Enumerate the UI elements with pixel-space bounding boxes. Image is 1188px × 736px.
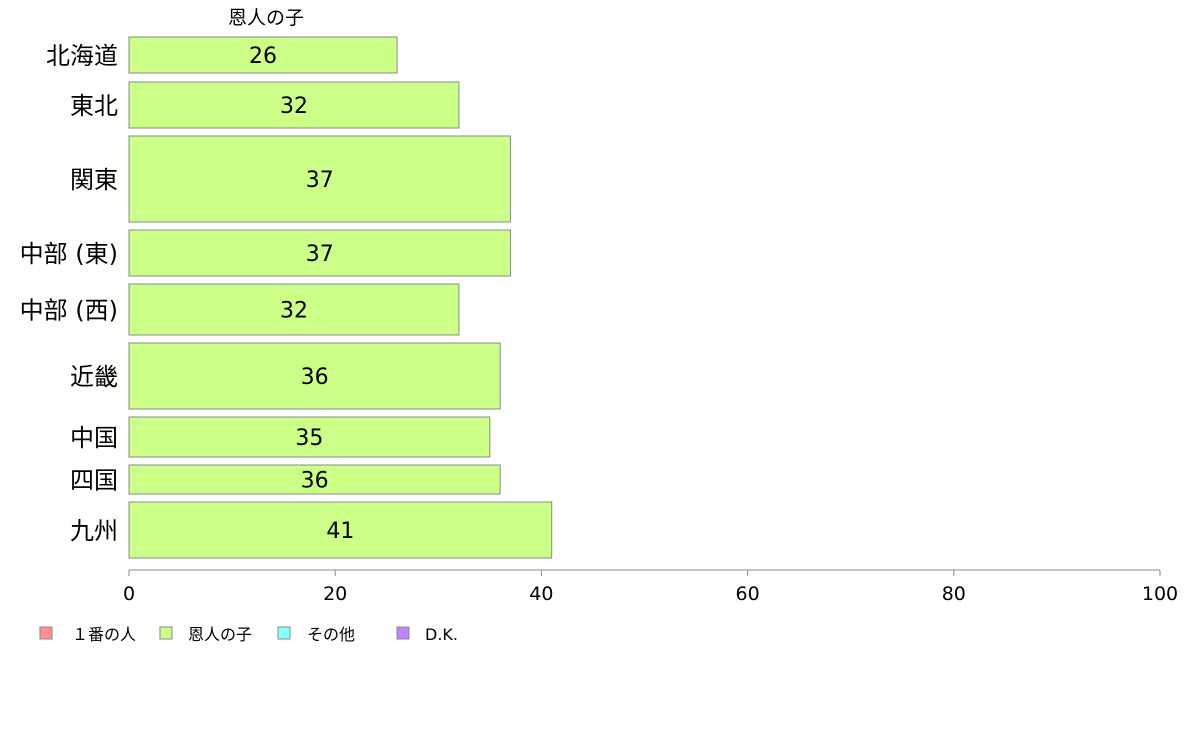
bar-value-label: 41	[326, 519, 354, 544]
bar-value-label: 37	[306, 168, 334, 193]
bar-group: 37 中部 (東)	[20, 229, 511, 277]
legend-label: 恩人の子	[188, 625, 252, 644]
category-label: 四国	[70, 467, 118, 495]
bar-value-label: 32	[280, 299, 308, 324]
bar-group: 41 九州	[70, 501, 553, 559]
x-tick-label: 0	[123, 583, 135, 605]
bar	[128, 229, 511, 277]
legend-swatch	[277, 626, 291, 640]
category-label: 中部 (東)	[20, 240, 118, 268]
bar	[128, 36, 398, 74]
bar	[128, 416, 491, 458]
x-tick-label: 100	[1142, 583, 1178, 605]
legend-swatch	[39, 626, 53, 640]
x-tick-label: 20	[323, 583, 347, 605]
category-label: 中国	[70, 424, 118, 452]
bar	[128, 135, 511, 223]
bar-value-label: 32	[280, 94, 308, 119]
legend-label: D.K.	[425, 625, 458, 644]
bar-value-label: 35	[295, 426, 323, 451]
legend-swatch	[159, 626, 173, 640]
category-label: 東北	[70, 92, 118, 120]
bar	[128, 283, 460, 336]
legend-item: その他	[277, 625, 355, 644]
category-label: 近畿	[70, 363, 118, 391]
bar-group: 36 四国	[70, 464, 501, 495]
bar-value-label: 36	[301, 469, 329, 494]
legend-item: D.K.	[396, 625, 458, 644]
legend-item: １番の人	[39, 625, 136, 644]
series-title: 恩人の子	[228, 7, 304, 29]
bar-group: 26 北海道	[46, 36, 398, 74]
bar	[128, 501, 553, 559]
category-label: 中部 (西)	[20, 297, 118, 325]
legend: １番の人 恩人の子 その他 D.K.	[39, 625, 458, 644]
bar-value-label: 26	[249, 44, 277, 69]
legend-swatch	[396, 626, 410, 640]
x-tick-label: 40	[529, 583, 553, 605]
legend-item: 恩人の子	[159, 625, 252, 644]
bar-value-label: 36	[301, 365, 329, 390]
legend-label: その他	[307, 625, 355, 644]
bar-group: 32 中部 (西)	[20, 283, 460, 336]
bar	[128, 464, 501, 495]
bar-group: 36 近畿	[70, 342, 501, 410]
bar-group: 37 関東	[70, 135, 511, 223]
bar	[128, 81, 460, 129]
bar-value-label: 37	[306, 242, 334, 267]
category-label: 北海道	[46, 42, 118, 70]
x-tick-label: 60	[736, 583, 760, 605]
category-label: 九州	[70, 517, 118, 545]
bar-group: 35 中国	[70, 416, 491, 458]
bars-layer: 26 北海道 32 東北 37 関東 37 中部 (東) 32 中部 (西) 36 近畿 35 中国 36 四…	[20, 36, 553, 559]
category-label: 関東	[70, 166, 118, 194]
bar-group: 32 東北	[70, 81, 460, 129]
x-tick-label: 80	[942, 583, 966, 605]
legend-label: １番の人	[72, 625, 136, 644]
bar	[128, 342, 501, 410]
x-axis: 0 20 40 60 80 100	[123, 569, 1178, 605]
